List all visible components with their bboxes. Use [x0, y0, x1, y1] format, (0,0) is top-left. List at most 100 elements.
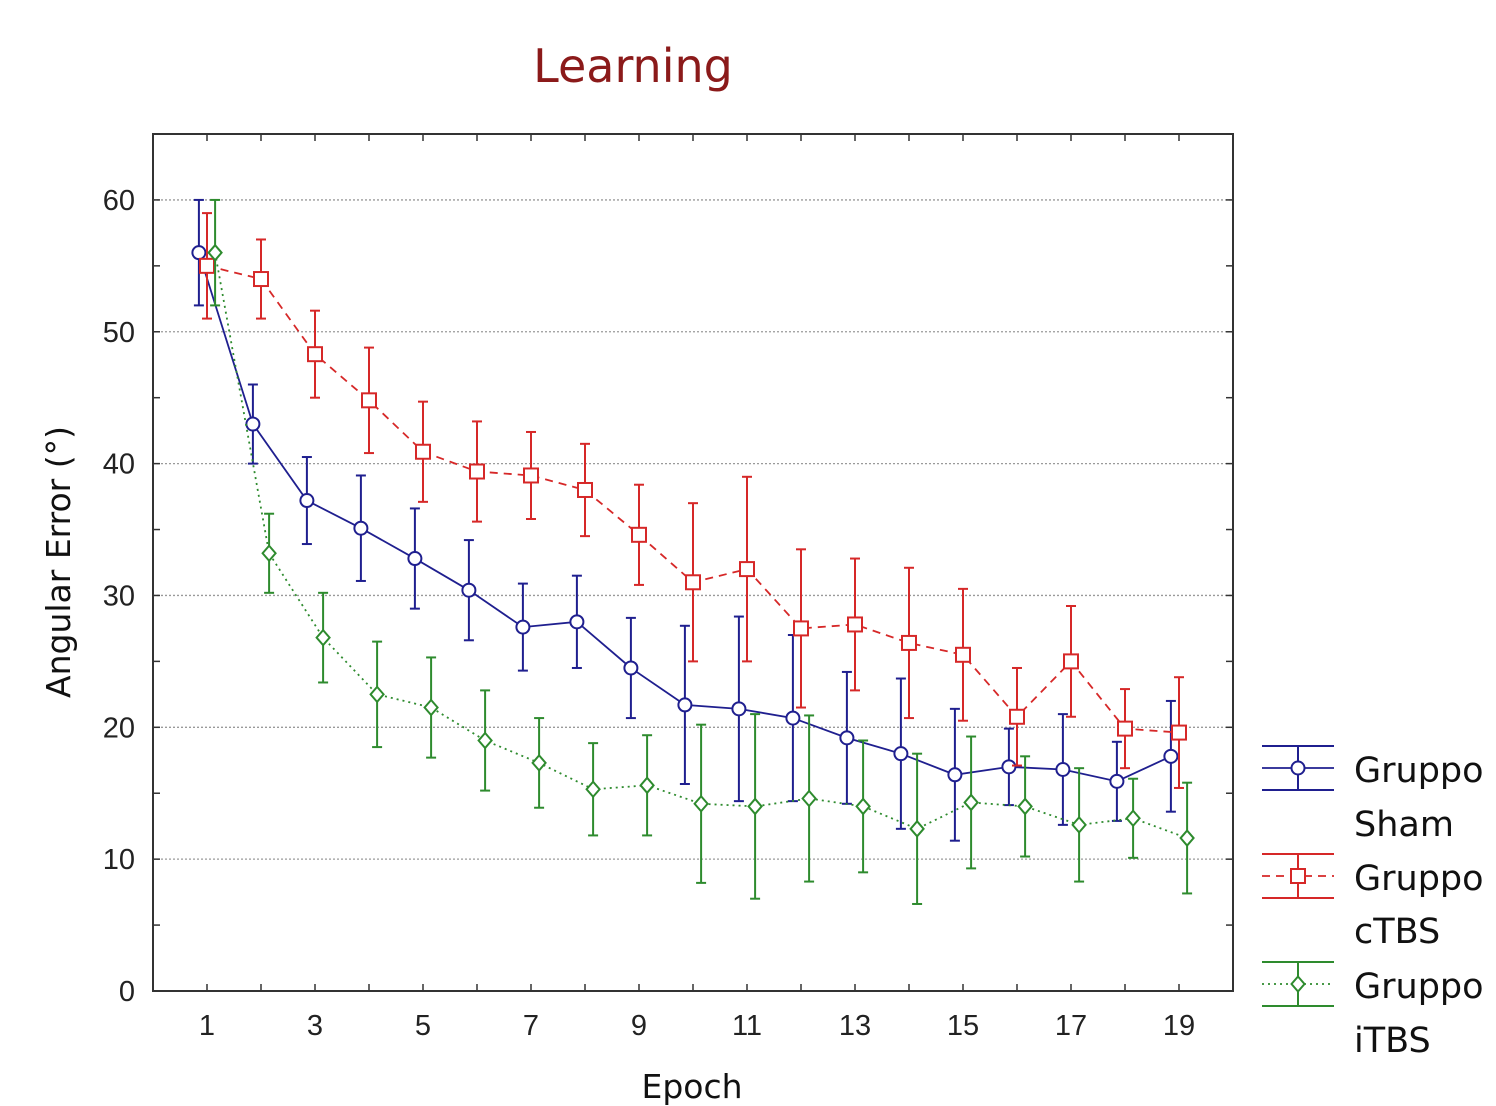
data-point — [1179, 829, 1195, 848]
data-point — [623, 660, 639, 676]
data-point — [477, 731, 493, 750]
data-point — [253, 271, 269, 288]
series-itbs — [207, 198, 1195, 905]
x-tick-label: 19 — [1163, 1010, 1195, 1042]
data-point — [855, 797, 871, 816]
data-point — [901, 634, 917, 651]
data-point — [585, 780, 601, 799]
data-point — [947, 767, 963, 783]
legend-symbol-sham — [1262, 745, 1334, 791]
data-point — [739, 561, 755, 578]
x-tick-label: 11 — [732, 1010, 762, 1042]
data-point — [631, 526, 647, 543]
y-tick-label: 20 — [103, 712, 135, 744]
data-point — [1063, 653, 1079, 670]
data-point — [785, 710, 801, 726]
data-point — [423, 698, 439, 717]
data-point — [963, 793, 979, 812]
x-axis-title: Epoch — [641, 1067, 742, 1106]
data-point — [461, 582, 477, 598]
data-point — [677, 697, 693, 713]
legend-label-itbs-line1: Gruppo — [1354, 967, 1484, 1007]
data-point — [299, 493, 315, 509]
x-tick-label: 7 — [523, 1010, 539, 1042]
y-tick-label: 30 — [103, 580, 135, 612]
data-point — [1017, 797, 1033, 816]
series-sham — [191, 198, 1179, 842]
legend-item-sham: Gruppo Sham — [1262, 745, 1484, 845]
legend-item-ctbs: Gruppo cTBS — [1262, 853, 1484, 952]
legend-label-ctbs-line2: cTBS — [1354, 912, 1440, 952]
y-tick-label: 10 — [103, 844, 135, 876]
data-point — [415, 443, 431, 460]
data-point — [515, 619, 531, 635]
data-point — [353, 520, 369, 536]
legend-item-itbs: Gruppo iTBS — [1262, 961, 1484, 1061]
data-point — [747, 797, 763, 816]
data-point — [307, 346, 323, 363]
data-point — [1125, 809, 1141, 828]
data-point — [1171, 724, 1187, 741]
data-point — [191, 245, 207, 261]
legend-label-sham-line2: Sham — [1354, 805, 1454, 845]
data-point — [469, 463, 485, 480]
legend-label-sham-line1: Gruppo — [1354, 751, 1484, 791]
data-point — [245, 416, 261, 432]
data-point — [693, 794, 709, 813]
y-tick-labels: 0 10 20 30 40 50 60 — [103, 185, 135, 1008]
data-point — [569, 614, 585, 630]
x-tick-label: 1 — [199, 1010, 215, 1042]
chart-title: Learning — [533, 39, 733, 93]
data-point — [531, 753, 547, 772]
y-tick-label: 0 — [119, 976, 135, 1008]
axis-ticks — [153, 133, 1233, 992]
legend-marker — [1290, 868, 1306, 884]
data-point — [793, 620, 809, 637]
data-point — [955, 646, 971, 663]
data-point — [639, 776, 655, 795]
legend-symbol-itbs — [1262, 961, 1334, 1007]
legend-label-ctbs-line1: Gruppo — [1354, 859, 1484, 899]
y-tick-label: 60 — [103, 185, 135, 217]
data-point — [801, 789, 817, 808]
data-point — [199, 257, 215, 274]
y-axis-title: Angular Error (°) — [39, 426, 78, 698]
data-point — [1163, 748, 1179, 764]
gridlines — [153, 199, 1233, 860]
x-tick-label: 5 — [415, 1010, 431, 1042]
y-tick-label: 40 — [103, 449, 135, 481]
legend-label-itbs-line2: iTBS — [1354, 1021, 1431, 1061]
data-point — [1001, 759, 1017, 775]
data-point — [909, 819, 925, 838]
series-layer — [191, 198, 1195, 905]
data-point — [315, 628, 331, 647]
data-point — [731, 701, 747, 717]
data-point — [847, 616, 863, 633]
data-point — [839, 730, 855, 746]
data-point — [261, 544, 277, 563]
data-point — [1117, 720, 1133, 737]
data-point — [1009, 708, 1025, 725]
data-point — [207, 243, 223, 262]
data-point — [1071, 815, 1087, 834]
data-point — [893, 746, 909, 762]
data-point — [369, 685, 385, 704]
y-tick-label: 50 — [103, 317, 135, 349]
data-point — [577, 481, 593, 498]
data-point — [1055, 761, 1071, 777]
x-tick-labels: 1 3 5 7 9 11 13 15 17 19 — [199, 1010, 1195, 1042]
legend-marker — [1290, 760, 1306, 776]
legend-symbol-ctbs — [1262, 853, 1334, 899]
data-point — [1109, 773, 1125, 789]
data-point — [407, 551, 423, 567]
x-tick-label: 3 — [307, 1010, 323, 1042]
data-point — [523, 467, 539, 484]
data-point — [361, 392, 377, 409]
x-tick-label: 15 — [947, 1010, 979, 1042]
x-tick-label: 9 — [631, 1010, 647, 1042]
x-tick-label: 13 — [839, 1010, 871, 1042]
legend-marker — [1290, 974, 1306, 994]
x-tick-label: 17 — [1055, 1010, 1087, 1042]
data-point — [685, 574, 701, 591]
